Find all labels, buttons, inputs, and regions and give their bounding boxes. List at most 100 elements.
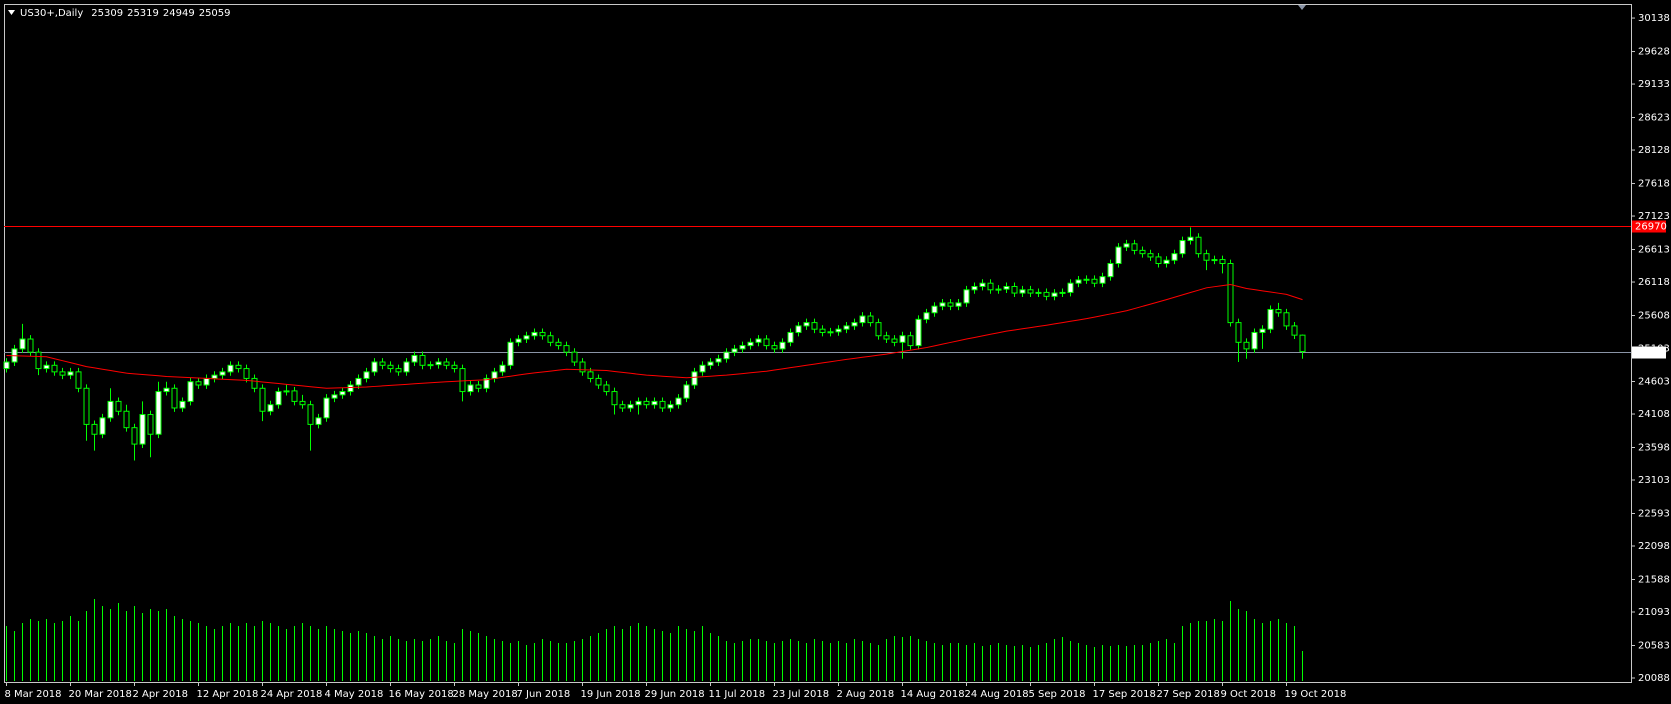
candle-body bbox=[699, 364, 706, 373]
candle-body bbox=[835, 328, 842, 333]
candle-body bbox=[27, 338, 34, 353]
candle-body bbox=[883, 335, 890, 340]
candle-body bbox=[427, 364, 434, 367]
candle-body bbox=[1203, 253, 1210, 261]
candle-body bbox=[611, 391, 618, 406]
candle-body bbox=[1019, 289, 1026, 294]
candle-body bbox=[1195, 236, 1202, 255]
candle-body bbox=[659, 400, 666, 409]
menu-arrow[interactable] bbox=[8, 10, 15, 15]
candle-body bbox=[747, 341, 754, 347]
candle-body bbox=[411, 354, 418, 363]
x-tick-label: 9 Oct 2018 bbox=[1221, 689, 1276, 700]
candle-body bbox=[227, 364, 234, 373]
candle-body bbox=[971, 285, 978, 291]
high: 25319 bbox=[127, 8, 159, 19]
candle-body bbox=[1043, 291, 1050, 297]
candle-body bbox=[571, 351, 578, 363]
y-tick-label: 23598 bbox=[1638, 443, 1670, 454]
candle-body bbox=[379, 361, 386, 366]
candle-body bbox=[723, 351, 730, 360]
candle-body bbox=[403, 361, 410, 373]
candle-body bbox=[219, 371, 226, 376]
candle-body bbox=[515, 338, 522, 343]
candle-body bbox=[763, 338, 770, 347]
candle-body bbox=[579, 361, 586, 373]
candle-body bbox=[291, 390, 298, 402]
candle-body bbox=[59, 371, 66, 376]
candle-body bbox=[1051, 292, 1058, 297]
candle-body bbox=[1163, 259, 1170, 265]
candle-body bbox=[947, 302, 954, 307]
x-tick-label: 27 Sep 2018 bbox=[1157, 689, 1220, 700]
candle-body bbox=[363, 371, 370, 379]
x-tick-label: 17 Sep 2018 bbox=[1093, 689, 1156, 700]
candle-body bbox=[603, 384, 610, 393]
candle-body bbox=[979, 282, 986, 287]
candle-body bbox=[907, 335, 914, 347]
y-tick-label: 24108 bbox=[1638, 409, 1670, 420]
candle-body bbox=[131, 427, 138, 445]
x-tick-label: 5 Sep 2018 bbox=[1029, 689, 1086, 700]
candle-body bbox=[731, 348, 738, 353]
candle-body bbox=[259, 387, 266, 412]
y-tick-label: 21588 bbox=[1638, 574, 1670, 585]
candle-body bbox=[555, 341, 562, 347]
y-tick-label: 27618 bbox=[1638, 179, 1670, 190]
candle-body bbox=[163, 387, 170, 393]
level-label: 26970 bbox=[1635, 222, 1667, 233]
candle-body bbox=[1219, 259, 1226, 265]
candle-body bbox=[1059, 291, 1066, 294]
candle-body bbox=[667, 404, 674, 409]
candle-body bbox=[923, 312, 930, 320]
candle-body bbox=[99, 417, 106, 435]
candle-body bbox=[355, 377, 362, 386]
candle-body bbox=[1131, 243, 1138, 251]
candle-body bbox=[115, 400, 122, 412]
candle-body bbox=[1091, 278, 1098, 284]
candle-body bbox=[371, 361, 378, 373]
y-tick-label: 20583 bbox=[1638, 640, 1670, 651]
candle-body bbox=[299, 400, 306, 406]
candle-body bbox=[987, 282, 994, 291]
x-tick-label: 12 Apr 2018 bbox=[197, 689, 259, 700]
candle-body bbox=[963, 289, 970, 304]
candle-body bbox=[147, 414, 154, 435]
candle-body bbox=[267, 404, 274, 412]
candle-body bbox=[1291, 325, 1298, 336]
candle-body bbox=[451, 364, 458, 370]
candle-body bbox=[779, 341, 786, 350]
level-label: 25059 bbox=[1635, 348, 1667, 359]
candle-body bbox=[123, 410, 130, 429]
candle-body bbox=[955, 302, 962, 307]
x-tick-label: 11 Jul 2018 bbox=[709, 689, 766, 700]
candle-body bbox=[931, 305, 938, 314]
candle-body bbox=[1067, 282, 1074, 293]
candle-body bbox=[499, 364, 506, 373]
candle-body bbox=[1155, 256, 1162, 265]
candle-body bbox=[523, 335, 530, 340]
candle-body bbox=[307, 404, 314, 425]
symbol: US30+,Daily bbox=[20, 8, 83, 19]
candle-body bbox=[1083, 278, 1090, 281]
candle-body bbox=[715, 358, 722, 363]
candle-body bbox=[51, 364, 58, 373]
y-tick-label: 27123 bbox=[1638, 211, 1670, 222]
candle-body bbox=[859, 315, 866, 324]
candle-body bbox=[1003, 285, 1010, 290]
candle-body bbox=[195, 381, 202, 386]
y-tick-label: 28623 bbox=[1638, 113, 1670, 124]
candle-body bbox=[491, 371, 498, 379]
y-tick-label: 28128 bbox=[1638, 145, 1670, 156]
candle-body bbox=[627, 404, 634, 409]
candle-body bbox=[1299, 334, 1306, 353]
x-tick-label: 7 Jun 2018 bbox=[517, 689, 571, 700]
candle-body bbox=[1147, 253, 1154, 258]
candle-body bbox=[811, 322, 818, 330]
candle-body bbox=[939, 302, 946, 307]
candle-body bbox=[1251, 331, 1258, 350]
chart-header: US30+,Daily 25309 25319 24949 25059 bbox=[20, 8, 231, 19]
y-tick-label: 21093 bbox=[1638, 607, 1670, 618]
candle-body bbox=[155, 391, 162, 435]
candle-body bbox=[819, 328, 826, 333]
